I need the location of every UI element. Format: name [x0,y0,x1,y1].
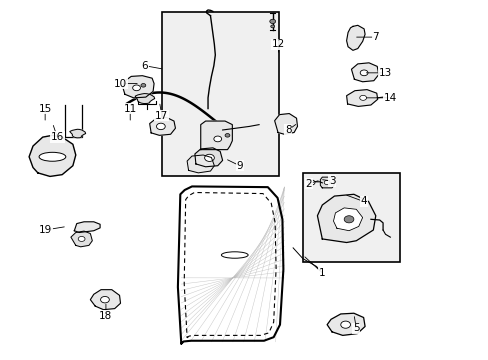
Text: 2: 2 [305,179,311,189]
Text: 10: 10 [114,78,127,89]
Text: 18: 18 [99,311,112,321]
Polygon shape [70,129,85,138]
Text: 6: 6 [141,61,148,71]
Circle shape [213,136,221,142]
Polygon shape [187,155,214,173]
Circle shape [307,180,314,185]
Polygon shape [90,290,120,310]
Polygon shape [320,177,333,188]
Text: 12: 12 [271,39,285,49]
Polygon shape [29,135,76,176]
Circle shape [360,70,367,76]
Circle shape [324,180,329,185]
Bar [302,173,399,262]
Polygon shape [201,121,232,150]
Text: 13: 13 [378,68,391,78]
Text: 11: 11 [123,104,137,113]
Circle shape [344,216,353,223]
Circle shape [141,84,145,87]
Polygon shape [346,90,377,107]
Circle shape [132,85,140,91]
Text: 15: 15 [39,104,52,113]
Text: 16: 16 [51,132,64,142]
Text: 4: 4 [360,197,366,206]
Polygon shape [122,76,154,98]
Text: 19: 19 [39,225,52,235]
Circle shape [224,134,229,137]
Text: 17: 17 [155,111,168,121]
Polygon shape [135,94,154,104]
Polygon shape [346,25,365,50]
Ellipse shape [221,252,247,258]
Circle shape [204,154,214,161]
Circle shape [101,296,109,303]
Polygon shape [195,148,222,167]
Circle shape [78,237,85,242]
Polygon shape [149,117,175,135]
Circle shape [340,321,350,328]
Text: 5: 5 [352,323,359,333]
Polygon shape [351,63,378,82]
Circle shape [156,123,165,130]
Text: 3: 3 [328,176,335,186]
Polygon shape [74,222,100,233]
Text: 7: 7 [372,32,378,42]
Text: 9: 9 [236,161,243,171]
Circle shape [269,19,275,23]
Circle shape [359,95,366,100]
Bar [162,12,278,176]
Ellipse shape [39,152,66,161]
Polygon shape [326,313,365,336]
Circle shape [270,25,274,28]
Polygon shape [274,113,297,134]
Polygon shape [317,194,375,243]
Text: 8: 8 [285,125,291,135]
Text: 1: 1 [318,268,325,278]
Text: 14: 14 [383,93,396,103]
Polygon shape [71,231,92,247]
Polygon shape [333,208,362,231]
